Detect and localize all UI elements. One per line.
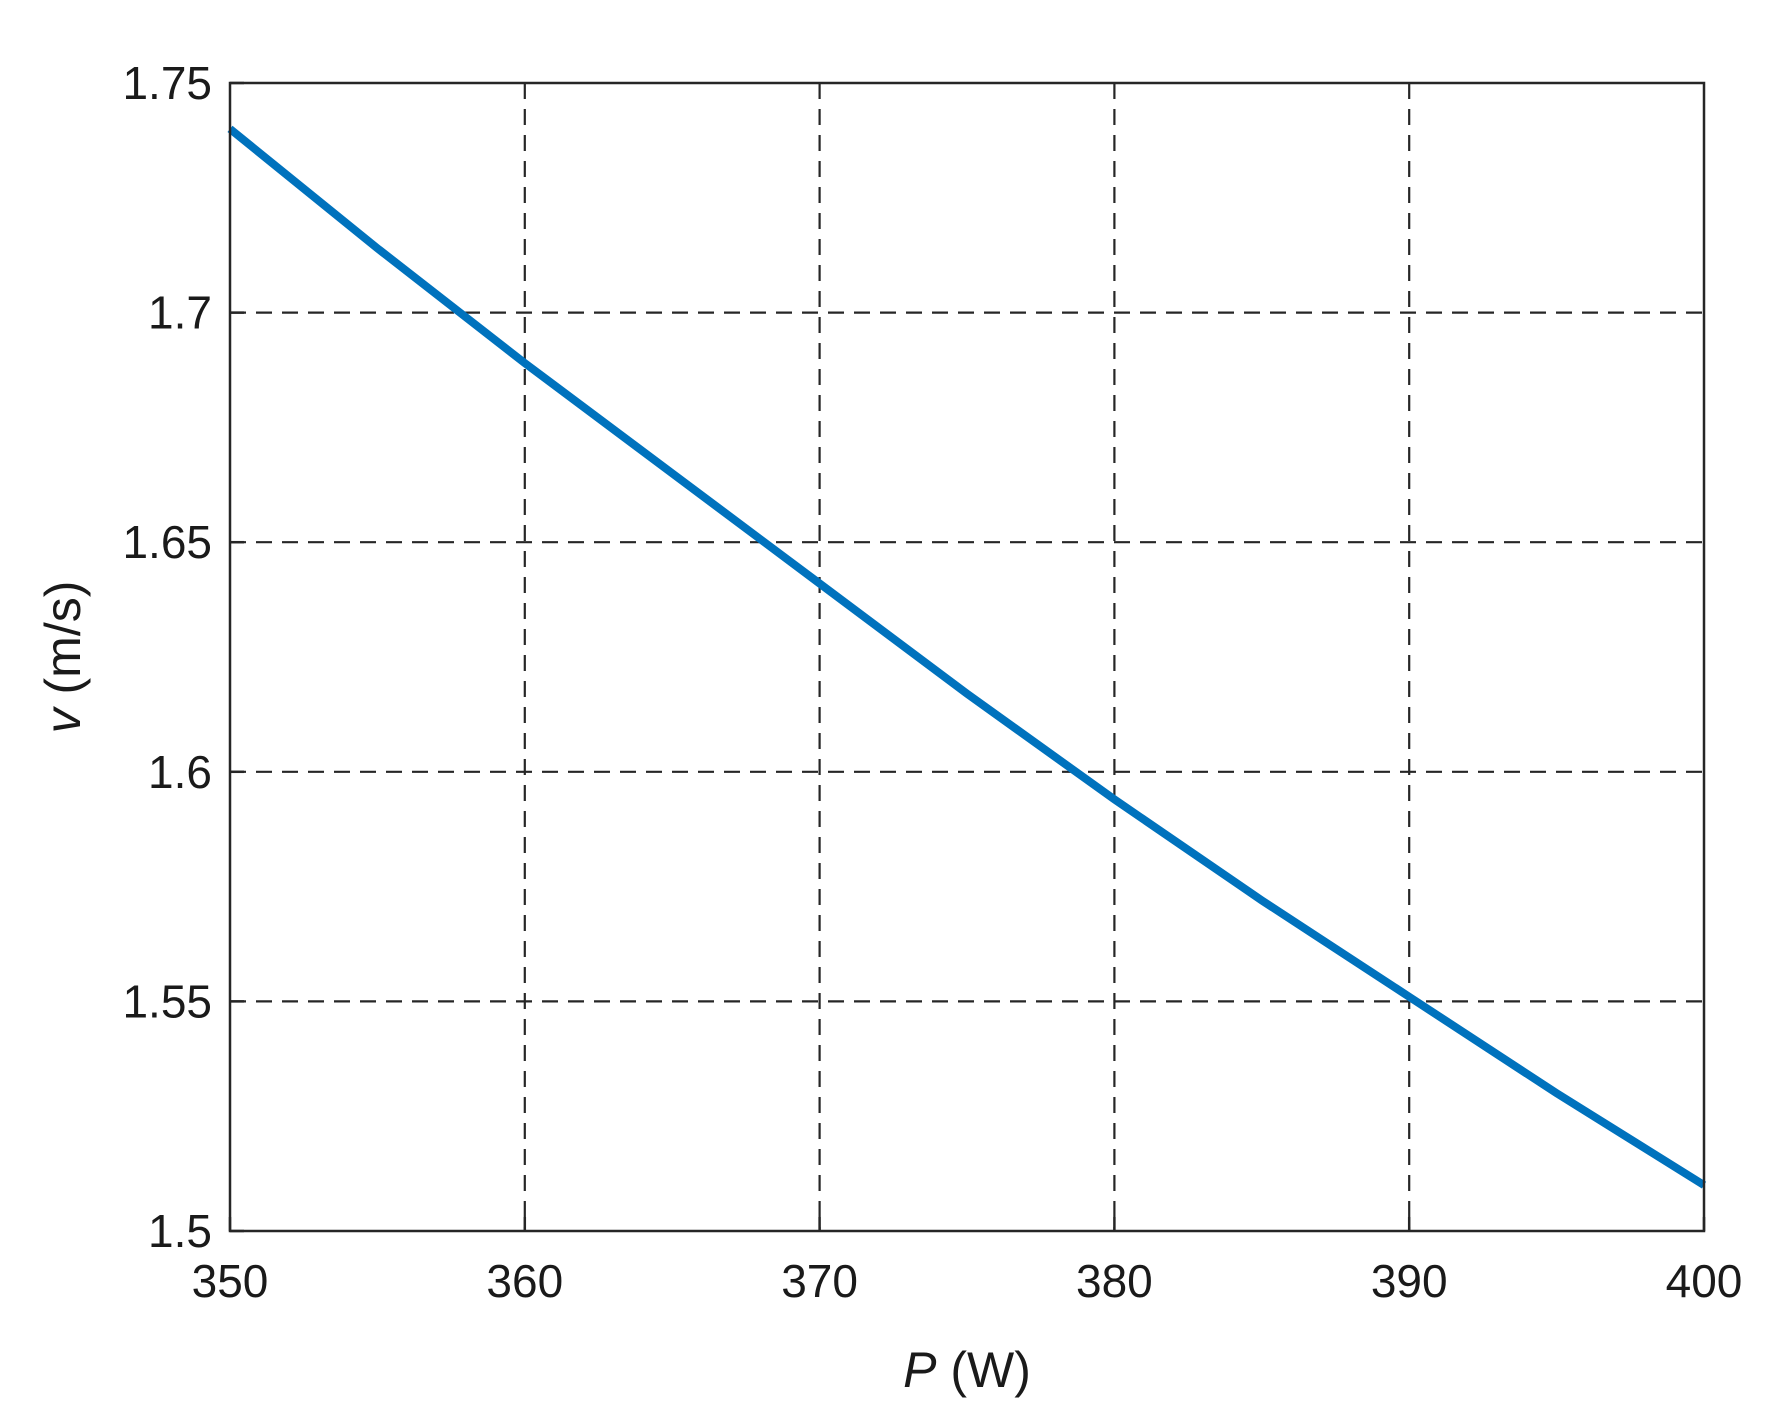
y-axis-label-unit: (m/s): [35, 581, 91, 709]
plot-background: [230, 83, 1704, 1231]
plot-frame: [228, 81, 1706, 1233]
series-group: [227, 125, 1707, 1189]
y-axis-ticks: 1.5 1.55 1.6 1.65 1.7 1.75: [122, 57, 244, 1257]
y-tick-label: 1.55: [122, 975, 212, 1027]
x-axis-label-variable: P: [903, 1342, 937, 1398]
x-tick-label: 360: [486, 1255, 563, 1307]
x-tick-label: 350: [192, 1255, 269, 1307]
y-tick-label: 1.6: [148, 746, 212, 798]
y-axis-label: v (m/s): [35, 581, 91, 734]
y-axis-label-variable: v: [35, 705, 91, 733]
series-line: [227, 125, 1707, 1189]
y-tick-label: 1.75: [122, 57, 212, 109]
y-tick-label: 1.7: [148, 287, 212, 339]
x-tick-label: 390: [1371, 1255, 1448, 1307]
x-tick-label: 370: [781, 1255, 858, 1307]
x-tick-label: 380: [1076, 1255, 1153, 1307]
x-axis-label-unit: (W): [936, 1342, 1030, 1398]
x-tick-label: 400: [1666, 1255, 1743, 1307]
y-tick-label: 1.65: [122, 516, 212, 568]
x-axis-label: P (W): [903, 1342, 1031, 1398]
grid-lines: [230, 83, 1704, 1231]
y-tick-label: 1.5: [148, 1205, 212, 1257]
x-axis-ticks: 350 360 370 380 390 400: [192, 1217, 1743, 1307]
